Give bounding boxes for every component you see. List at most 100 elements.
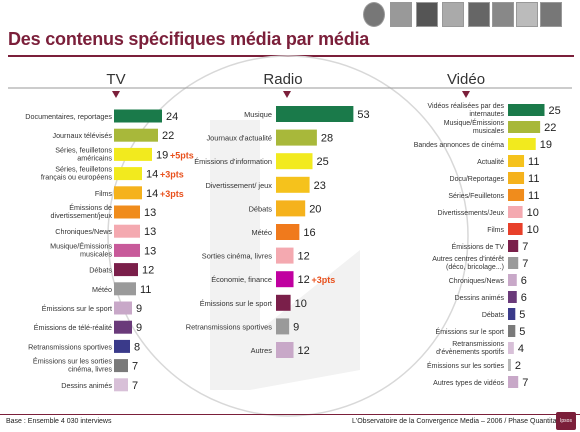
- value-label: 22: [162, 130, 174, 142]
- value-label: 6: [521, 275, 527, 287]
- page-title: Des contenus spécifiques média par média: [8, 29, 370, 49]
- bar: [114, 205, 140, 219]
- value-label: 9: [293, 321, 299, 333]
- bar: [114, 147, 152, 161]
- value-label: 12: [298, 345, 310, 357]
- value-label: 14: [146, 188, 158, 200]
- bar: [114, 282, 136, 296]
- category-label: Bandes annonces de cinéma: [414, 142, 504, 149]
- bar: [276, 294, 291, 311]
- bar: [508, 325, 516, 337]
- category-label: Chroniques/News: [55, 227, 112, 236]
- bar: [508, 121, 541, 133]
- bar: [114, 128, 158, 142]
- category-label: Musique/Émissions: [444, 118, 505, 127]
- category-label: cinéma, livres: [68, 365, 112, 374]
- category-label: Autres: [251, 346, 273, 355]
- value-label: 11: [528, 190, 539, 202]
- bar: [114, 378, 128, 392]
- category-label: Divertissements/Jeux: [437, 210, 504, 217]
- category-label: français ou européens: [41, 173, 113, 182]
- category-label: Émissions sur les sorties: [427, 361, 505, 370]
- chart-title: Vidéo: [447, 71, 485, 88]
- value-label: 12: [298, 274, 310, 286]
- header-arrow: [112, 91, 120, 98]
- value-label: 7: [132, 380, 138, 392]
- thumbnail-5: [492, 2, 514, 27]
- category-label: Émissions sur le sport: [436, 327, 505, 336]
- category-label: américains: [77, 153, 112, 162]
- value-label: 7: [522, 377, 528, 389]
- bar: [276, 318, 290, 335]
- thumbnail-4: [468, 2, 490, 27]
- annotation-label: +5pts: [170, 150, 194, 160]
- category-label: Vidéos réalisées par des: [427, 103, 504, 110]
- category-label: Dessins animés: [455, 295, 505, 302]
- category-label: Météo: [92, 285, 112, 294]
- bar: [508, 359, 511, 371]
- bar: [276, 247, 294, 264]
- category-label: Divertissement/ jeux: [205, 181, 272, 190]
- category-label: Débats: [482, 312, 505, 319]
- thumbnail-strip: [0, 0, 580, 28]
- bar: [276, 153, 313, 170]
- bar: [508, 172, 525, 184]
- category-label: Émissions de: [69, 203, 112, 212]
- annotation-label: +3pts: [160, 189, 184, 199]
- value-label: 7: [522, 258, 528, 270]
- footer-base: Base : Ensemble 4 030 interviews: [6, 418, 112, 425]
- category-label: musicales: [473, 128, 505, 135]
- category-label: Sorties cinéma, livres: [202, 252, 273, 261]
- bar: [508, 342, 514, 354]
- value-label: 11: [528, 173, 539, 185]
- background-shape: [210, 120, 360, 390]
- category-label: Retransmissions sportives: [28, 342, 112, 351]
- value-label: 7: [132, 361, 138, 373]
- bar: [276, 200, 306, 217]
- value-label: 7: [522, 241, 528, 253]
- thumbnail-3: [442, 2, 464, 27]
- category-label: Dessins animés: [61, 381, 112, 390]
- bar: [508, 223, 523, 235]
- category-label: Docu/Reportages: [450, 176, 505, 183]
- bar: [508, 257, 519, 269]
- value-label: 20: [309, 203, 321, 215]
- value-label: 12: [298, 251, 310, 263]
- bar: [114, 263, 138, 277]
- value-label: 10: [527, 207, 539, 219]
- category-label: Films: [487, 227, 504, 234]
- background-circle: [107, 55, 469, 417]
- bar: [114, 224, 140, 238]
- bar: [508, 138, 536, 150]
- value-label: 9: [136, 303, 142, 315]
- value-label: 13: [144, 226, 156, 238]
- category-label: Séries, feuilletons: [55, 145, 112, 154]
- thumbnail-camera: [363, 2, 385, 27]
- category-label: Débats: [89, 266, 112, 275]
- footer-divider: [0, 414, 580, 415]
- category-label: Chroniques/News: [449, 278, 505, 285]
- category-label: Émissions de télé-réalité: [34, 323, 112, 332]
- category-label: Émissions de TV: [452, 242, 505, 251]
- bar: [508, 308, 516, 320]
- value-label: 6: [521, 292, 527, 304]
- category-label: Films: [95, 189, 113, 198]
- category-label: Journaux d'actualité: [206, 134, 272, 143]
- category-label: Débats: [249, 204, 273, 213]
- value-label: 28: [321, 133, 333, 145]
- annotation-label: +3pts: [160, 170, 184, 180]
- value-label: 53: [357, 109, 369, 121]
- value-label: 10: [527, 224, 539, 236]
- category-label: Autres types de vidéos: [433, 380, 504, 387]
- category-label: internautes: [469, 111, 504, 118]
- value-label: 13: [144, 207, 156, 219]
- bar: [114, 320, 132, 334]
- category-label: Autres centres d'intérêt: [432, 256, 504, 263]
- bar: [276, 271, 294, 288]
- value-label: 11: [528, 156, 539, 168]
- category-label: Économie, finance: [211, 275, 272, 284]
- bar: [114, 109, 162, 123]
- bar: [114, 243, 140, 257]
- category-label: Météo: [251, 228, 272, 237]
- value-label: 19: [540, 139, 552, 151]
